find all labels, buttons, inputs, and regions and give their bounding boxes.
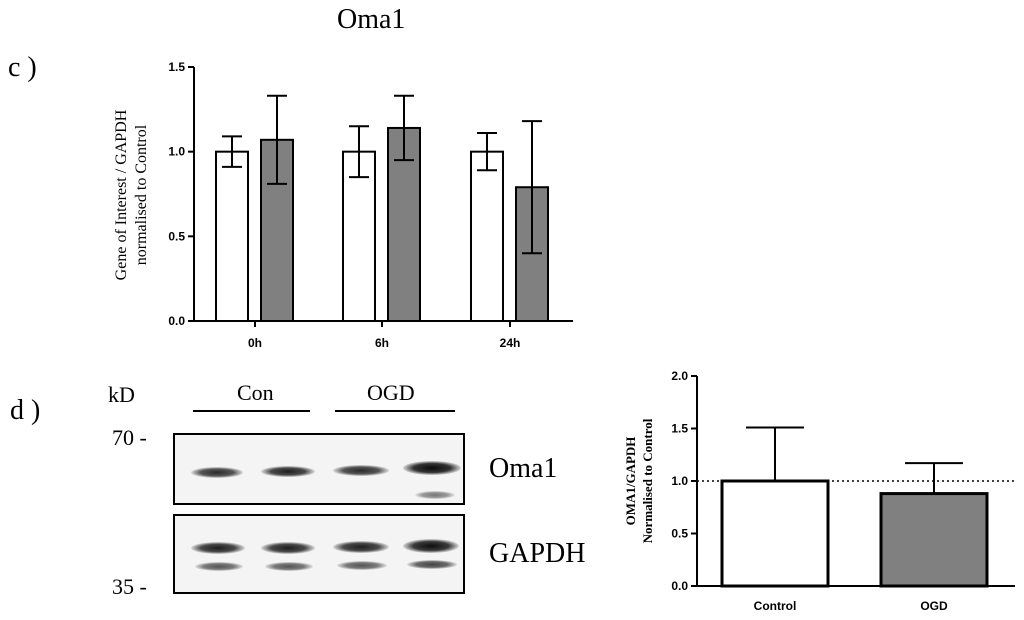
y-tick-label: 0.5: [671, 527, 688, 541]
band-gapdh-label: GAPDH: [489, 538, 586, 569]
oma1-band-3: [333, 465, 389, 476]
y-tick-label: 1.5: [671, 422, 688, 436]
x-tick-label: Control: [754, 599, 797, 613]
y-axis-label-line1: Gene of Interest / GAPDH: [113, 109, 130, 280]
gapdh-band-3: [333, 541, 389, 553]
group-con-label: Con: [237, 380, 274, 405]
bar: [879, 492, 989, 588]
gapdh-band-2: [261, 542, 315, 554]
gapdh-lower-band-2: [265, 562, 313, 571]
marker-35-label: 35 -: [112, 574, 147, 599]
oma1-band-4-lower: [415, 491, 455, 499]
y-tick-label: 0.5: [168, 229, 185, 243]
gapdh-band-1: [191, 542, 245, 554]
y-tick-label: 2.0: [671, 369, 688, 383]
x-tick-label: 6h: [375, 336, 389, 350]
group-con-line: [193, 410, 310, 412]
figure-title: Oma1: [337, 4, 406, 35]
gapdh-lower-band-3: [337, 561, 387, 570]
y-axis-label-line2: normalised to Control: [133, 124, 150, 265]
gapdh-lower-band-1: [195, 562, 243, 571]
band-oma1-label: Oma1: [489, 453, 558, 484]
gapdh-lower-band-4: [407, 560, 457, 569]
y-tick-label: 1.0: [671, 474, 688, 488]
x-tick-label: 24h: [500, 336, 521, 350]
panel-d-label: d ): [10, 395, 41, 426]
bar: [720, 479, 830, 588]
kd-label: kD: [108, 382, 135, 407]
oma1-band-2: [261, 466, 315, 477]
bar: [470, 150, 504, 322]
bar: [387, 126, 421, 322]
oma1-band-1: [191, 467, 243, 478]
y-axis-label-line1: OMA1/GAPDH: [623, 437, 638, 526]
gapdh-band-4: [403, 539, 459, 553]
y-tick-label: 1.5: [168, 60, 185, 74]
oma1-blot-box: [173, 433, 465, 505]
oma1-band-4: [403, 461, 461, 475]
x-tick-label: 0h: [248, 336, 262, 350]
marker-70-label: 70 -: [112, 425, 147, 450]
y-tick-label: 0.0: [168, 314, 185, 328]
bar: [342, 150, 376, 322]
group-ogd-label: OGD: [367, 380, 415, 405]
panel-c-label: c ): [8, 52, 37, 83]
y-tick-label: 1.0: [168, 145, 185, 159]
x-tick-label: OGD: [920, 599, 948, 613]
bar: [215, 150, 249, 322]
y-axis-label-line2: Normalised to Control: [640, 418, 655, 543]
gapdh-blot-box: [173, 514, 465, 594]
y-tick-label: 0.0: [671, 579, 688, 593]
group-ogd-line: [335, 410, 455, 412]
